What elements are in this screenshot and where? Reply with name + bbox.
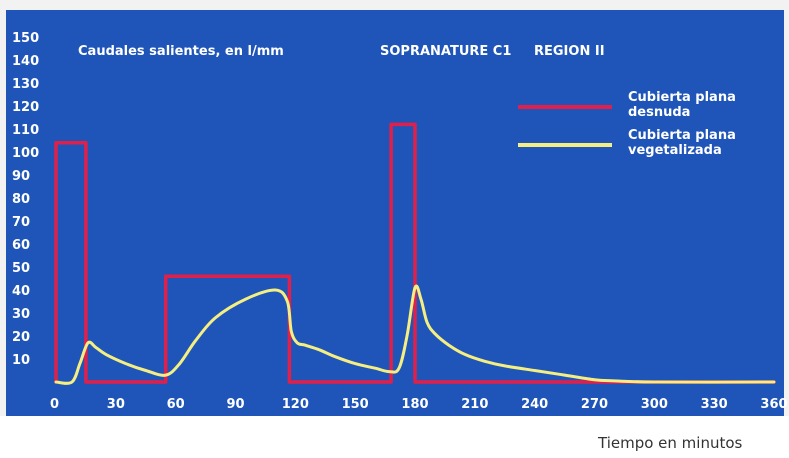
x-tick-label: 120 [282, 397, 309, 412]
x-tick-label: 180 [401, 397, 428, 412]
x-axis-label: Tiempo en minutos [598, 434, 743, 452]
x-tick-label: 300 [641, 397, 668, 412]
y-tick-label: 70 [12, 215, 30, 230]
series-line-desnuda [54, 122, 776, 384]
chart-title: Caudales salientes, en l/mm [78, 44, 284, 59]
y-tick-label: 90 [12, 169, 30, 184]
x-axis-ticks: 0 30 60 90 120 150 180 210 240 270 300 330 360 [50, 397, 788, 412]
x-tick-label: 150 [342, 397, 369, 412]
y-tick-label: 20 [12, 330, 30, 345]
x-tick-label: 330 [701, 397, 728, 412]
y-tick-label: 10 [12, 353, 30, 368]
y-tick-label: 150 [12, 31, 39, 46]
series-line-vegetalizada [54, 284, 776, 385]
y-tick-label: 60 [12, 238, 30, 253]
x-tick-label: 90 [226, 397, 244, 412]
x-tick-label: 0 [50, 397, 59, 412]
y-tick-label: 50 [12, 261, 30, 276]
x-tick-label: 240 [521, 397, 548, 412]
x-tick-label: 60 [167, 397, 185, 412]
y-tick-label: 30 [12, 307, 30, 322]
y-tick-label: 40 [12, 284, 30, 299]
x-tick-label: 30 [107, 397, 125, 412]
plot-background [6, 10, 784, 416]
y-tick-label: 130 [12, 77, 39, 92]
y-tick-label: 100 [12, 146, 39, 161]
legend-label: vegetalizada [628, 143, 722, 158]
chart-subtitle: SOPRANATURE C1 REGION II [380, 44, 605, 59]
y-axis-ticks: 10 20 30 40 50 60 70 80 90 100 110 120 130 140 150 [12, 31, 39, 368]
legend-label: Cubierta plana [628, 128, 736, 143]
x-tick-label: 270 [581, 397, 608, 412]
legend-label: desnuda [628, 105, 690, 120]
y-tick-label: 140 [12, 54, 39, 69]
y-tick-label: 110 [12, 123, 39, 138]
legend-label: Cubierta plana [628, 90, 736, 105]
x-tick-label: 360 [760, 397, 787, 412]
x-tick-label: 210 [461, 397, 488, 412]
y-tick-label: 80 [12, 192, 30, 207]
series-layer [54, 122, 776, 385]
y-tick-label: 120 [12, 100, 39, 115]
